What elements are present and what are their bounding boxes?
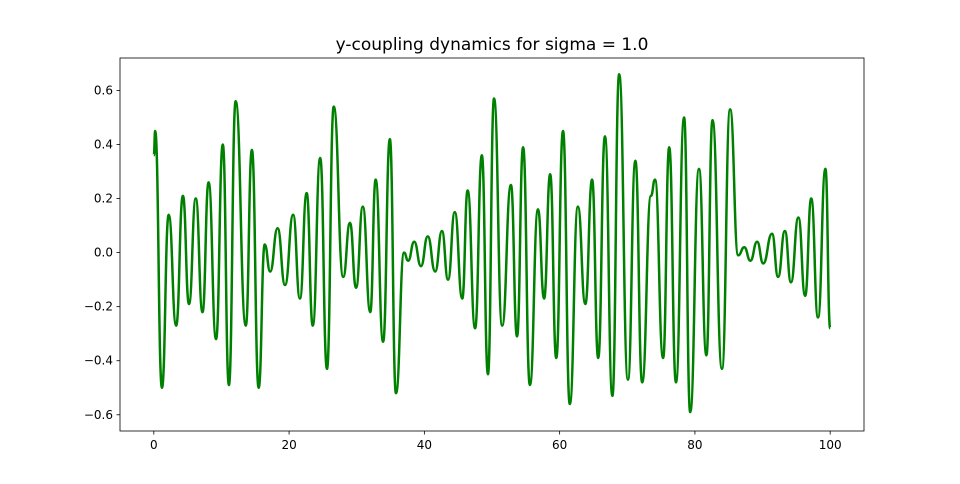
x-tick-label: 0 — [150, 438, 158, 452]
y-tick-label: −0.6 — [84, 408, 113, 422]
y-tick-label: −0.4 — [84, 354, 113, 368]
y-tick-label: −0.2 — [84, 300, 113, 314]
chart-title: y-coupling dynamics for sigma = 1.0 — [336, 35, 649, 55]
x-tick-label: 80 — [687, 438, 702, 452]
x-tick-label: 100 — [819, 438, 842, 452]
y-tick-label: 0.2 — [94, 192, 113, 206]
x-tick-label: 40 — [417, 438, 432, 452]
x-tick-label: 60 — [552, 438, 567, 452]
x-tick-label: 20 — [281, 438, 296, 452]
y-tick-label: 0.6 — [94, 83, 113, 97]
y-tick-label: 0.4 — [94, 137, 113, 151]
plot-frame — [119, 57, 865, 432]
data-line — [152, 72, 832, 414]
y-tick-label: 0.0 — [94, 246, 113, 260]
